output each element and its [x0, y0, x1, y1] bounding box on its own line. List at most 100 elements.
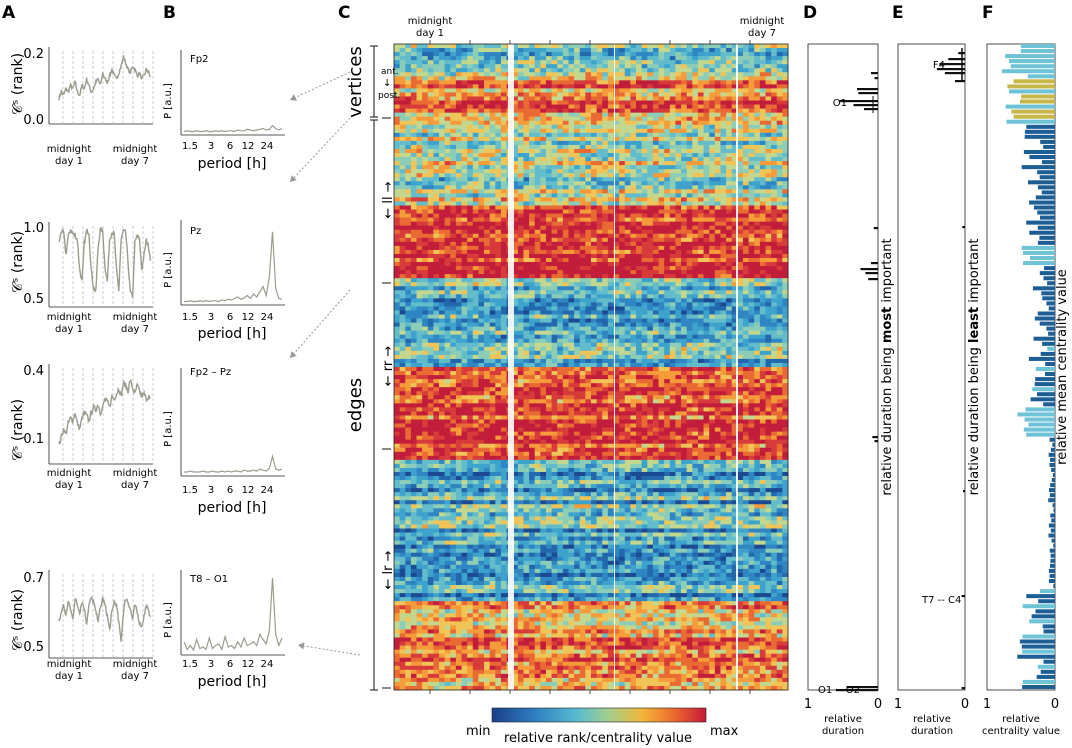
- heatmap-cell: [450, 136, 457, 142]
- heatmap-cell: [613, 314, 620, 319]
- heatmap-cell: [658, 92, 665, 97]
- heatmap-cell: [512, 233, 519, 239]
- heatmap-cell: [450, 229, 457, 235]
- heatmap-cell: [776, 181, 783, 186]
- heatmap-cell: [624, 241, 631, 247]
- heatmap-cell: [585, 270, 592, 275]
- heatmap-cell: [472, 173, 479, 178]
- heatmap-cell: [500, 100, 507, 105]
- heatmap-cell: [709, 229, 716, 235]
- heatmap-cell: [641, 278, 648, 283]
- heatmap-cell: [500, 233, 507, 239]
- heatmap-cell: [461, 80, 468, 85]
- heatmap-cell: [591, 205, 598, 210]
- heatmap-cell: [455, 274, 462, 279]
- heatmap-cell: [714, 217, 721, 223]
- heatmap-cell: [433, 84, 440, 89]
- heatmap-cell: [596, 322, 603, 328]
- heatmap-cell: [489, 136, 496, 142]
- heatmap-cell: [427, 326, 434, 332]
- heatmap-cell: [410, 274, 417, 279]
- heatmap-cell: [439, 68, 446, 73]
- heatmap-cell: [720, 80, 727, 85]
- heatmap-cell: [591, 185, 598, 190]
- heatmap-cell: [591, 270, 598, 275]
- heatmap-cell: [562, 88, 569, 93]
- heatmap-cell: [636, 205, 643, 210]
- heatmap-cell: [630, 209, 637, 214]
- heatmap-cell: [450, 72, 457, 77]
- heatmap-cell: [613, 124, 620, 130]
- heatmap-cell: [427, 76, 434, 81]
- heatmap-cell: [540, 201, 547, 206]
- heatmap-cell: [585, 262, 592, 267]
- heatmap-cell: [782, 245, 789, 251]
- heatmap-cell: [692, 92, 699, 97]
- heatmap-cell: [782, 189, 789, 194]
- heatmap-cell: [433, 108, 440, 114]
- heatmap-cell: [399, 274, 406, 279]
- heatmap-cell: [636, 84, 643, 89]
- heatmap-cell: [540, 44, 547, 49]
- heatmap-cell: [630, 124, 637, 130]
- heatmap-cell: [450, 48, 457, 53]
- heatmap-cell: [607, 245, 614, 251]
- heatmap-cell: [545, 165, 552, 170]
- heatmap-cell: [517, 201, 524, 206]
- heatmap-cell: [523, 286, 530, 291]
- heatmap-cell: [692, 205, 699, 210]
- heatmap-cell: [697, 124, 704, 130]
- panel-a-ytick: 0.7: [23, 571, 44, 586]
- heatmap-cell: [416, 306, 423, 311]
- heatmap-cell: [591, 153, 598, 158]
- heatmap-cell: [416, 282, 423, 287]
- heatmap-cell: [472, 213, 479, 219]
- heatmap-cell: [489, 225, 496, 231]
- heatmap-cell: [540, 153, 547, 158]
- heatmap-cell: [422, 306, 429, 311]
- heatmap-cell: [596, 225, 603, 231]
- heatmap-cell: [607, 318, 614, 323]
- heatmap-cell: [602, 153, 609, 158]
- heatmap-cell: [630, 253, 637, 259]
- heatmap-cell: [714, 322, 721, 328]
- heatmap-cell: [500, 177, 507, 182]
- heatmap-cell: [765, 153, 772, 158]
- heatmap-cell: [467, 257, 474, 263]
- heatmap-cell: [686, 153, 693, 158]
- heatmap-cell: [636, 286, 643, 291]
- heatmap-cell: [410, 270, 417, 275]
- heatmap-cell: [742, 128, 749, 134]
- heatmap-cell: [619, 262, 626, 267]
- heatmap-cell: [709, 169, 716, 174]
- heatmap-cell: [478, 193, 485, 198]
- heatmap-cell: [607, 270, 614, 275]
- heatmap-cell: [534, 148, 541, 154]
- heatmap-cell: [512, 144, 519, 150]
- heatmap-cell: [771, 124, 778, 130]
- heatmap-cell: [596, 181, 603, 186]
- heatmap-cell: [427, 302, 434, 307]
- heatmap-cell: [748, 56, 755, 61]
- heatmap-cell: [422, 221, 429, 227]
- panel-c-top-label-left: day 1: [416, 28, 444, 39]
- heatmap-cell: [697, 132, 704, 138]
- heatmap-cell: [484, 322, 491, 328]
- heatmap-cell: [720, 104, 727, 109]
- heatmap-cell: [669, 225, 676, 231]
- heatmap-cell: [731, 136, 738, 142]
- heatmap-cell: [568, 144, 575, 150]
- heatmap-cell: [551, 245, 558, 251]
- heatmap-cell: [455, 257, 462, 263]
- heatmap-cell: [551, 205, 558, 210]
- heatmap-cell: [731, 221, 738, 227]
- heatmap-cell: [754, 108, 761, 114]
- heatmap-cell: [585, 282, 592, 287]
- heatmap-cell: [517, 96, 524, 101]
- heatmap-cell: [669, 249, 676, 255]
- heatmap-cell: [669, 189, 676, 194]
- heatmap-cell: [726, 104, 733, 109]
- heatmap-cell: [720, 205, 727, 210]
- heatmap-cell: [472, 197, 479, 202]
- heatmap-cell: [630, 112, 637, 118]
